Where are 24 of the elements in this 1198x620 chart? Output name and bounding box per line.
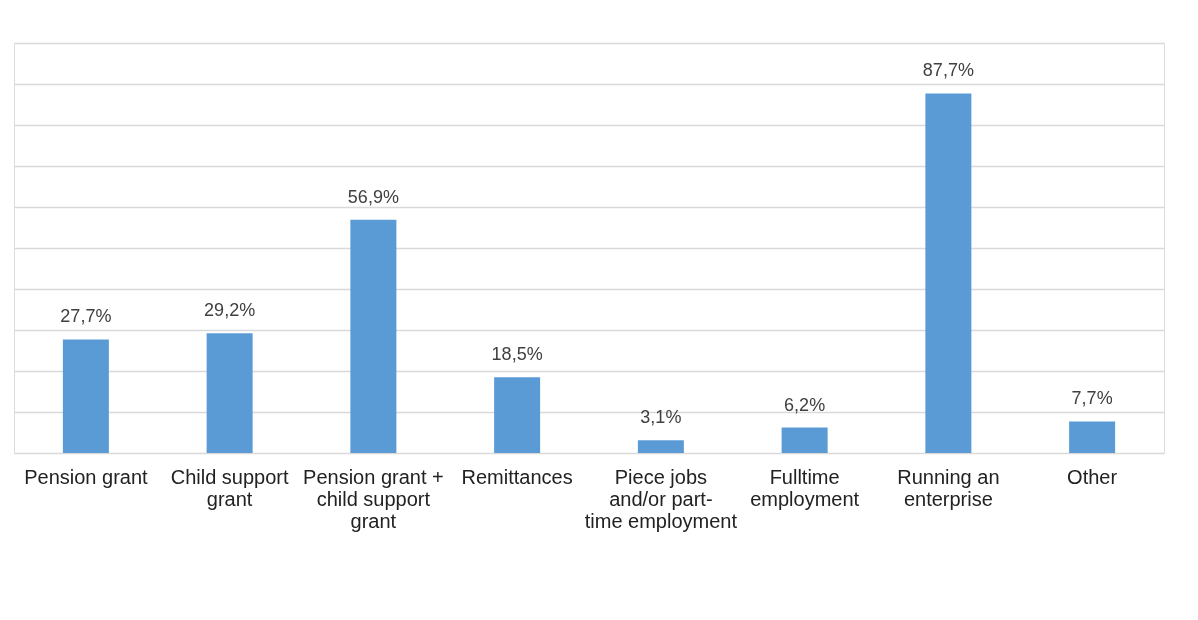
x-tick-label: Child support grant (170, 465, 289, 510)
x-tick-label: Pension grant + child support grant (303, 465, 444, 532)
data-label: 6,2% (784, 394, 826, 415)
x-tick-label: Pension grant (24, 465, 149, 488)
bar (494, 377, 541, 453)
x-tick-label: Running an enterprise (897, 465, 1000, 510)
data-label: 7,7% (1071, 388, 1113, 409)
data-label: 87,7% (922, 60, 974, 81)
x-tick-label: Remittances (461, 465, 573, 488)
x-tick-label: Piece jobs and/or part-time employment (584, 465, 738, 532)
data-label: 29,2% (204, 300, 256, 321)
bar (781, 427, 828, 453)
data-label: 27,7% (60, 306, 112, 327)
data-label: 56,9% (347, 186, 399, 207)
bar (206, 333, 253, 453)
bar (62, 339, 109, 453)
bar (350, 219, 397, 453)
x-tick-label: Other (1067, 465, 1118, 488)
data-label: 18,5% (491, 344, 543, 365)
data-label: 3,1% (640, 407, 682, 428)
bar (637, 440, 684, 453)
x-tick-label: Fulltime employment (750, 465, 860, 510)
bar (1069, 421, 1116, 453)
bar (925, 93, 972, 453)
